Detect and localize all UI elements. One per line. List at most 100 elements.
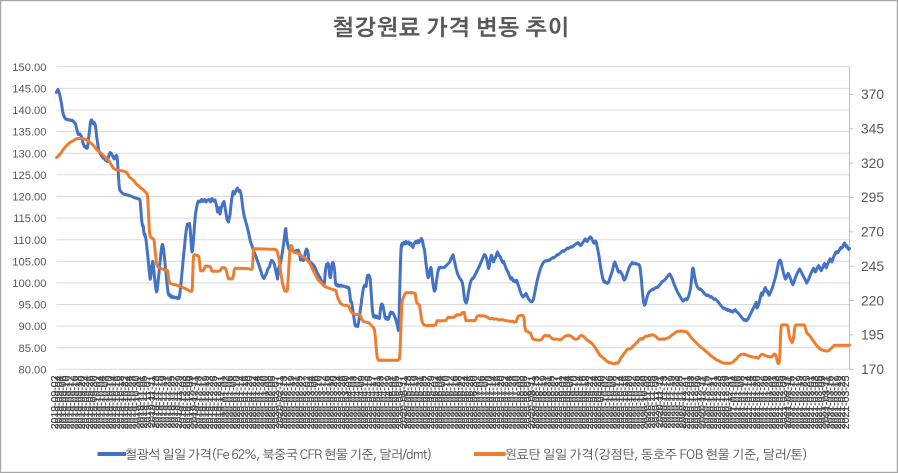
svg-text:2020-01-24: 2020-01-24	[251, 375, 263, 429]
svg-text:2020-10-22: 2020-10-22	[627, 375, 639, 429]
svg-text:95.00: 95.00	[19, 300, 47, 312]
svg-text:2021-01-04: 2021-01-04	[728, 375, 740, 429]
svg-text:2020-07-24: 2020-07-24	[503, 375, 515, 429]
svg-text:2019-09-12: 2019-09-12	[65, 375, 77, 429]
svg-text:2019-10-18: 2019-10-18	[115, 375, 127, 429]
svg-text:2019-12-09: 2019-12-09	[185, 375, 197, 429]
svg-text:2019-11-13: 2019-11-13	[150, 375, 162, 428]
svg-text:2020-01-16: 2020-01-16	[239, 375, 251, 429]
svg-text:2020-07-28: 2020-07-28	[507, 375, 519, 429]
svg-text:2020-01-08: 2020-01-08	[227, 375, 239, 429]
svg-text:2019-09-04: 2019-09-04	[53, 375, 65, 429]
svg-text:2020-11-17: 2020-11-17	[662, 375, 674, 428]
svg-text:2021-03-01: 2021-03-01	[805, 375, 817, 429]
svg-text:2019-10-14: 2019-10-14	[107, 375, 119, 429]
svg-text:2019-09-20: 2019-09-20	[76, 375, 88, 429]
svg-text:2019-10-02: 2019-10-02	[92, 375, 104, 429]
svg-text:2020-06-02: 2020-06-02	[429, 375, 441, 429]
svg-text:2020-10-06: 2020-10-06	[604, 375, 616, 429]
svg-text:2021-01-18: 2021-01-18	[747, 375, 759, 429]
svg-text:2019-10-08: 2019-10-08	[99, 375, 111, 429]
svg-text:2020-08-05: 2020-08-05	[518, 375, 530, 429]
svg-text:2020-08-19: 2020-08-19	[538, 375, 550, 429]
svg-text:2020-06-22: 2020-06-22	[456, 375, 468, 429]
svg-text:2020-08-21: 2020-08-21	[541, 375, 553, 429]
svg-text:2019-11-27: 2019-11-27	[169, 375, 181, 428]
svg-text:2021-03-03: 2021-03-03	[809, 375, 821, 429]
svg-text:2019-10-16: 2019-10-16	[111, 375, 123, 429]
svg-text:2021-02-25: 2021-02-25	[801, 375, 813, 429]
svg-text:2021-03-17: 2021-03-17	[828, 375, 840, 429]
svg-text:2020-02-13: 2020-02-13	[278, 375, 290, 429]
svg-text:2020-01-10: 2020-01-10	[231, 375, 243, 429]
svg-text:2020-07-22: 2020-07-22	[499, 375, 511, 429]
svg-text:2020-12-31: 2020-12-31	[724, 375, 736, 429]
svg-text:2019-12-19: 2019-12-19	[200, 375, 212, 429]
svg-text:2020-10-28: 2020-10-28	[635, 375, 647, 429]
svg-text:2019-09-10: 2019-09-10	[61, 375, 73, 429]
svg-text:2020-06-24: 2020-06-24	[460, 375, 472, 429]
svg-text:130.00: 130.00	[12, 148, 46, 160]
svg-text:2020-05-21: 2020-05-21	[414, 375, 426, 429]
svg-text:2021-01-12: 2021-01-12	[739, 375, 751, 429]
svg-text:2020-06-04: 2020-06-04	[433, 375, 445, 429]
svg-text:2019-10-30: 2019-10-30	[130, 375, 142, 429]
svg-text:110.00: 110.00	[13, 235, 46, 247]
svg-text:2021-01-06: 2021-01-06	[731, 375, 743, 429]
svg-text:2020-02-11: 2020-02-11	[274, 375, 286, 428]
svg-text:2019-10-10: 2019-10-10	[103, 375, 115, 429]
svg-text:2020-08-27: 2020-08-27	[549, 375, 561, 429]
svg-text:2020-03-10: 2020-03-10	[313, 375, 325, 429]
svg-text:2019-09-02: 2019-09-02	[49, 375, 61, 429]
svg-text:2020-04-21: 2020-04-21	[371, 375, 383, 429]
svg-text:2020-08-13: 2020-08-13	[530, 375, 542, 429]
svg-text:2020-12-23: 2020-12-23	[712, 375, 724, 429]
svg-text:2021-03-09: 2021-03-09	[817, 375, 829, 429]
svg-text:2021-02-09: 2021-02-09	[778, 375, 790, 429]
svg-text:2019-11-29: 2019-11-29	[173, 375, 185, 428]
svg-text:2020-05-15: 2020-05-15	[406, 375, 418, 429]
svg-text:2020-05-05: 2020-05-05	[390, 375, 402, 429]
svg-text:2019-11-07: 2019-11-07	[142, 375, 154, 428]
svg-text:2019-10-04: 2019-10-04	[96, 375, 108, 429]
svg-text:2020-02-05: 2020-02-05	[266, 375, 278, 429]
svg-text:2020-11-25: 2020-11-25	[673, 375, 685, 428]
svg-text:2019-11-25: 2019-11-25	[165, 375, 177, 428]
svg-text:2020-05-27: 2020-05-27	[421, 375, 433, 429]
svg-text:2019-12-27: 2019-12-27	[212, 375, 224, 429]
svg-text:2020-11-13: 2020-11-13	[658, 375, 670, 428]
svg-text:2020-03-06: 2020-03-06	[309, 375, 321, 429]
svg-text:2020-04-01: 2020-04-01	[344, 375, 356, 429]
svg-text:2020-01-28: 2020-01-28	[255, 375, 267, 429]
svg-text:2020-12-03: 2020-12-03	[685, 375, 697, 429]
svg-text:2020-07-30: 2020-07-30	[510, 375, 522, 429]
svg-text:2020-02-27: 2020-02-27	[297, 375, 309, 429]
svg-text:270: 270	[861, 225, 884, 240]
svg-text:2020-01-30: 2020-01-30	[258, 375, 270, 429]
svg-text:2019-12-23: 2019-12-23	[204, 375, 216, 429]
svg-text:370: 370	[861, 87, 884, 102]
svg-text:2020-12-17: 2020-12-17	[704, 375, 716, 429]
svg-text:2019-12-31: 2019-12-31	[216, 375, 228, 429]
svg-text:2020-12-09: 2020-12-09	[693, 375, 705, 429]
svg-text:115.00: 115.00	[13, 213, 46, 225]
svg-text:2020-01-14: 2020-01-14	[235, 375, 247, 429]
svg-text:2019-09-18: 2019-09-18	[72, 375, 84, 429]
svg-text:2020-03-04: 2020-03-04	[305, 375, 317, 429]
svg-text:2019-09-06: 2019-09-06	[57, 375, 69, 429]
svg-text:2020-12-07: 2020-12-07	[689, 375, 701, 429]
svg-text:320: 320	[861, 156, 884, 171]
svg-text:2019-09-16: 2019-09-16	[68, 375, 80, 429]
svg-text:2020-12-11: 2020-12-11	[697, 375, 709, 428]
svg-text:2020-01-06: 2020-01-06	[224, 375, 236, 429]
svg-text:2020-04-09: 2020-04-09	[355, 375, 367, 429]
svg-text:2019-10-22: 2019-10-22	[119, 375, 131, 429]
svg-text:2021-03-19: 2021-03-19	[832, 375, 844, 429]
svg-text:2020-09-18: 2020-09-18	[580, 375, 592, 429]
svg-text:2021-02-11: 2021-02-11	[782, 375, 794, 428]
svg-text:2020-09-02: 2020-09-02	[557, 375, 569, 429]
svg-text:2019-11-05: 2019-11-05	[138, 375, 150, 428]
svg-text:2020-02-03: 2020-02-03	[262, 375, 274, 429]
svg-text:2020-05-01: 2020-05-01	[386, 375, 398, 429]
svg-text:2020-01-02: 2020-01-02	[220, 375, 232, 429]
